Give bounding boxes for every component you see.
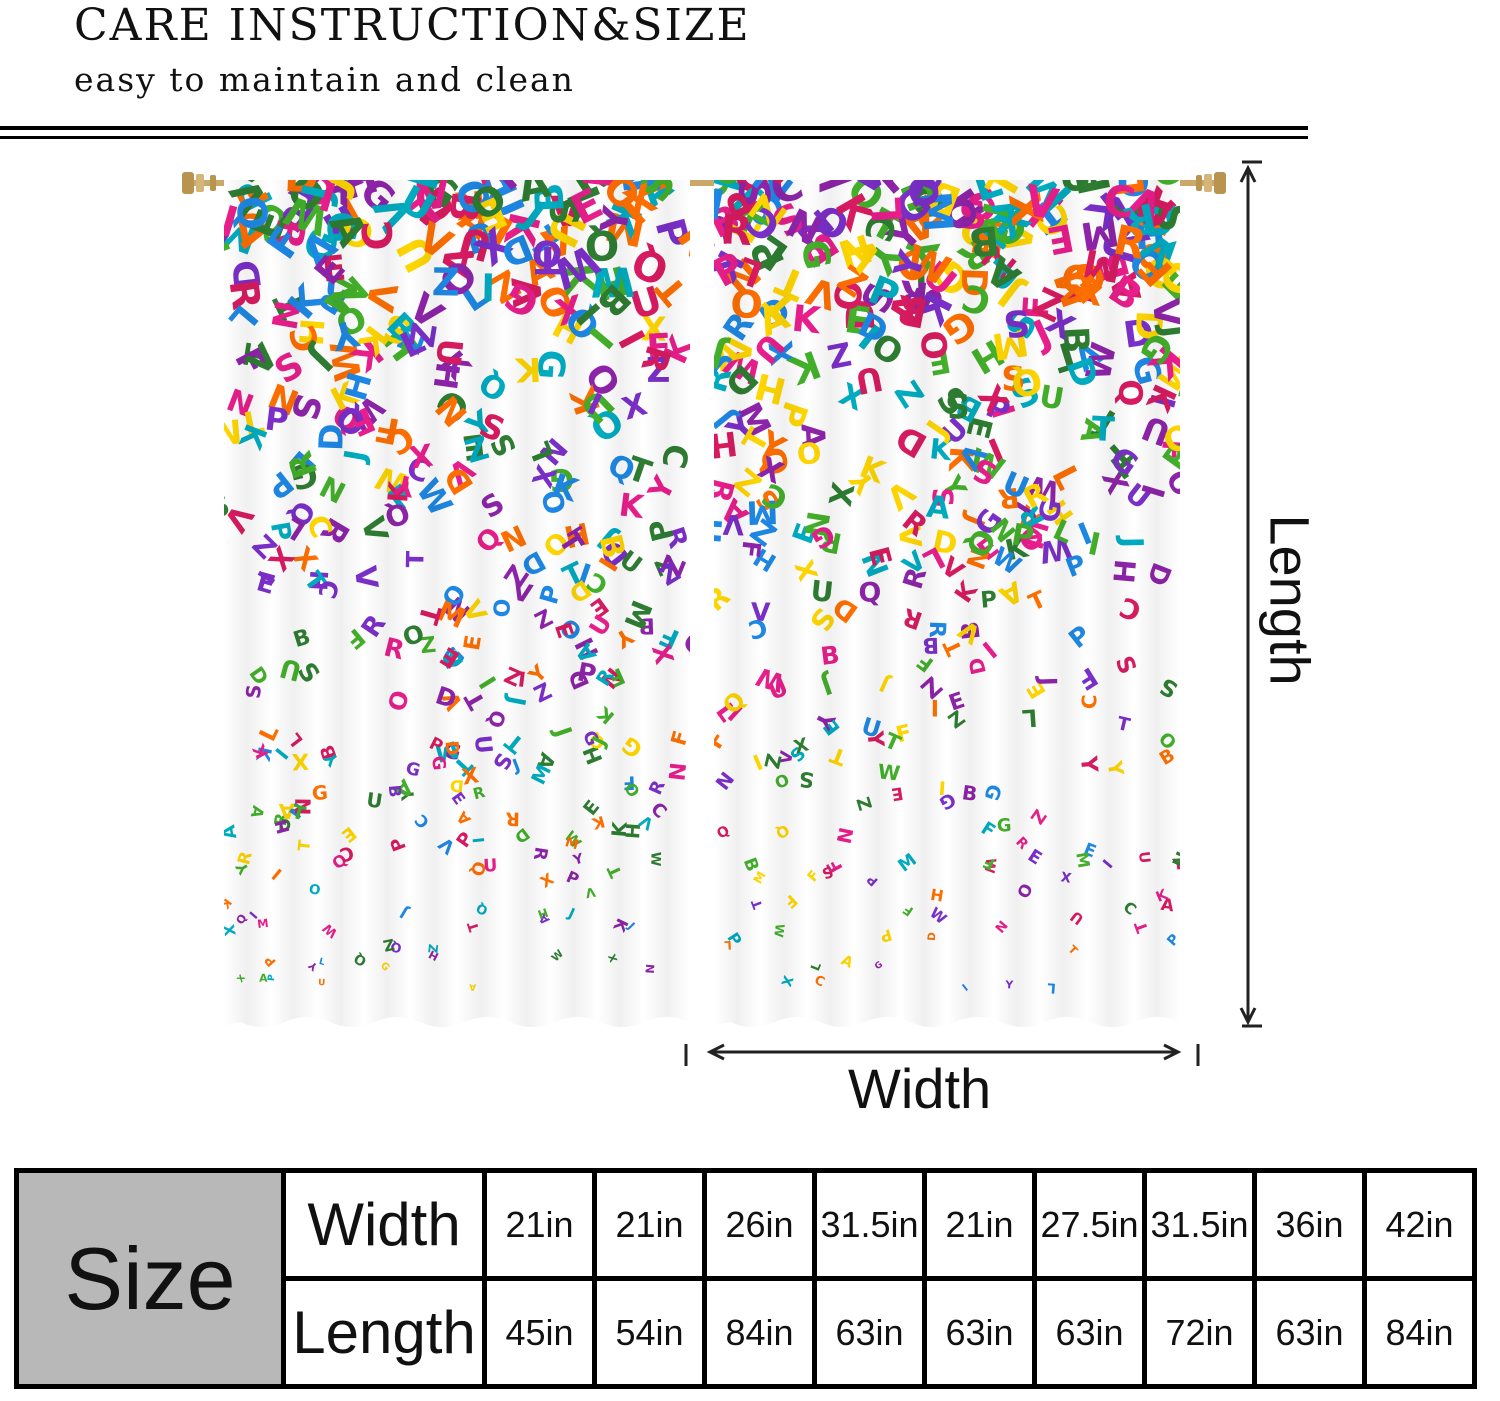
table-row: Size Width 21in 21in 26in 31.5in 21in 27… [14, 1168, 1477, 1389]
curtain-fold [1040, 180, 1087, 1027]
curtain-fold [807, 180, 854, 1027]
curtain-rod [182, 172, 1226, 194]
curtain-fold [714, 180, 761, 1027]
width-value: 21in [482, 1168, 597, 1281]
width-value: 21in [922, 1168, 1037, 1281]
curtain-fold [270, 180, 318, 1027]
length-value: 63in [1032, 1276, 1147, 1389]
curtain-fold [596, 180, 644, 1027]
length-label: Length [1258, 514, 1322, 686]
curtain-fold [993, 180, 1041, 1027]
curtain-fold [643, 180, 690, 1027]
width-value: 27.5in [1032, 1168, 1147, 1281]
length-dimension-line [1239, 160, 1262, 1028]
length-value: 72in [1142, 1276, 1257, 1389]
width-value: 21in [592, 1168, 707, 1281]
length-value: 45in [482, 1276, 597, 1389]
curtain-fold [853, 180, 901, 1027]
width-value: 31.5in [812, 1168, 927, 1281]
curtain-fold [1086, 180, 1134, 1027]
length-value: 63in [922, 1276, 1037, 1389]
length-value: 54in [592, 1276, 707, 1389]
curtain-fold [363, 180, 411, 1027]
curtain-panel-right: XHTONITSQIMEEOYSAFWCROAJIARQDNZKSBKIFISL… [714, 180, 1180, 1027]
curtain-fold [550, 180, 597, 1027]
width-value: 42in [1362, 1168, 1477, 1281]
curtain-panel-left: NQBNXHWFYLLRJVFXHGGXZOAAKKIZDENOLRXARUZP… [224, 180, 690, 1027]
length-value: 84in [702, 1276, 817, 1389]
curtain-fold [410, 180, 457, 1027]
curtain-fold [947, 180, 994, 1027]
size-chart-table: Size Width 21in 21in 26in 31.5in 21in 27… [14, 1168, 1477, 1389]
curtain-fold [760, 180, 808, 1027]
size-header-cell: Size [14, 1168, 286, 1389]
curtain-fold [457, 180, 504, 1027]
width-value: 31.5in [1142, 1168, 1257, 1281]
length-value: 84in [1362, 1276, 1477, 1389]
curtain-fold [1133, 180, 1180, 1027]
width-value: 26in [702, 1168, 817, 1281]
curtain-fold [503, 180, 551, 1027]
page-title: CARE INSTRUCTION&SIZE [74, 0, 751, 51]
width-dimension-line [684, 1043, 1200, 1066]
width-row-label: Width [281, 1168, 487, 1281]
curtain-fold [900, 180, 947, 1027]
page-subtitle: easy to maintain and clean [74, 60, 575, 99]
width-label: Width [848, 1057, 992, 1120]
width-value: 36in [1252, 1168, 1367, 1281]
length-value: 63in [812, 1276, 927, 1389]
curtain-fold [224, 180, 271, 1027]
table-row: Length 45in 54in 84in 63in 63in 63in 72i… [17, 1276, 1477, 1389]
length-value: 63in [1252, 1276, 1367, 1389]
curtain-illustration: NQBNXHWFYLLRJVFXHGGXZOAAKKIZDENOLRXARUZP… [182, 160, 1262, 1066]
divider-top [0, 126, 1308, 130]
divider-bottom [0, 136, 1308, 139]
length-row-label: Length [281, 1276, 487, 1389]
curtain-fold [317, 180, 364, 1027]
